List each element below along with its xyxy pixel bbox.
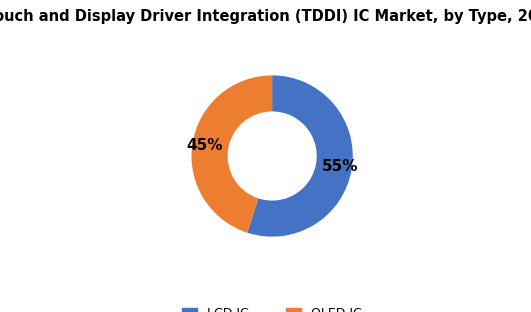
Legend: LCD IC, OLED IC: LCD IC, OLED IC (182, 308, 362, 312)
Text: 45%: 45% (186, 138, 223, 153)
Wedge shape (247, 76, 353, 236)
Title: Touch and Display Driver Integration (TDDI) IC Market, by Type, 2022: Touch and Display Driver Integration (TD… (0, 9, 531, 24)
Text: 55%: 55% (321, 159, 358, 174)
Wedge shape (192, 76, 272, 233)
